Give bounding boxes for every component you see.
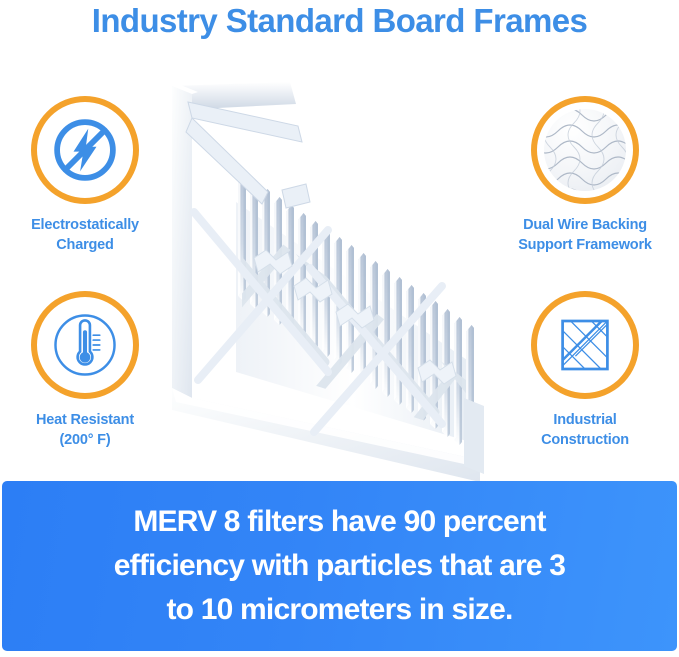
feature-electrostatically-charged: Electrostatically Charged bbox=[0, 96, 174, 255]
feature-label-line2: Charged bbox=[56, 237, 114, 253]
feature-badge-ring bbox=[31, 96, 139, 204]
feature-label-line1: Industrial bbox=[553, 412, 617, 428]
feature-label: Electrostatically Charged bbox=[0, 215, 174, 255]
feature-label-line2: Support Framework bbox=[518, 237, 652, 253]
feature-label: Dual Wire Backing Support Framework bbox=[496, 215, 674, 255]
feature-label-line1: Dual Wire Backing bbox=[523, 217, 647, 233]
no-static-charge-icon bbox=[44, 109, 126, 191]
feature-badge-ring bbox=[531, 291, 639, 399]
banner-line-2: efficiency with particles that are 3 bbox=[113, 549, 566, 582]
page-title: Industry Standard Board Frames bbox=[91, 2, 588, 39]
wire-mesh-photo-icon bbox=[544, 109, 626, 191]
thermometer-icon bbox=[44, 304, 126, 386]
feature-industrial-construction: Industrial Construction bbox=[496, 291, 674, 450]
feature-dual-wire-backing: Dual Wire Backing Support Framework bbox=[496, 96, 674, 255]
product-image bbox=[150, 62, 510, 482]
feature-label: Heat Resistant (200° F) bbox=[0, 410, 174, 450]
feature-label-line1: Heat Resistant bbox=[36, 412, 134, 428]
feature-heat-resistant: Heat Resistant (200° F) bbox=[0, 291, 174, 450]
feature-label-line2: (200° F) bbox=[59, 432, 111, 448]
banner-line-3: to 10 micrometers in size. bbox=[166, 593, 513, 626]
feature-badge-ring bbox=[31, 291, 139, 399]
feature-badge-ring bbox=[531, 96, 639, 204]
grid-frame-icon bbox=[544, 304, 626, 386]
feature-label-line2: Construction bbox=[541, 432, 629, 448]
banner-line-1: MERV 8 filters have 90 percent bbox=[133, 505, 546, 538]
merv-rating-banner: MERV 8 filters have 90 percent efficienc… bbox=[2, 481, 677, 651]
feature-label: Industrial Construction bbox=[496, 410, 674, 450]
wire-mesh-texture bbox=[544, 109, 626, 191]
feature-label-line1: Electrostatically bbox=[31, 217, 139, 233]
